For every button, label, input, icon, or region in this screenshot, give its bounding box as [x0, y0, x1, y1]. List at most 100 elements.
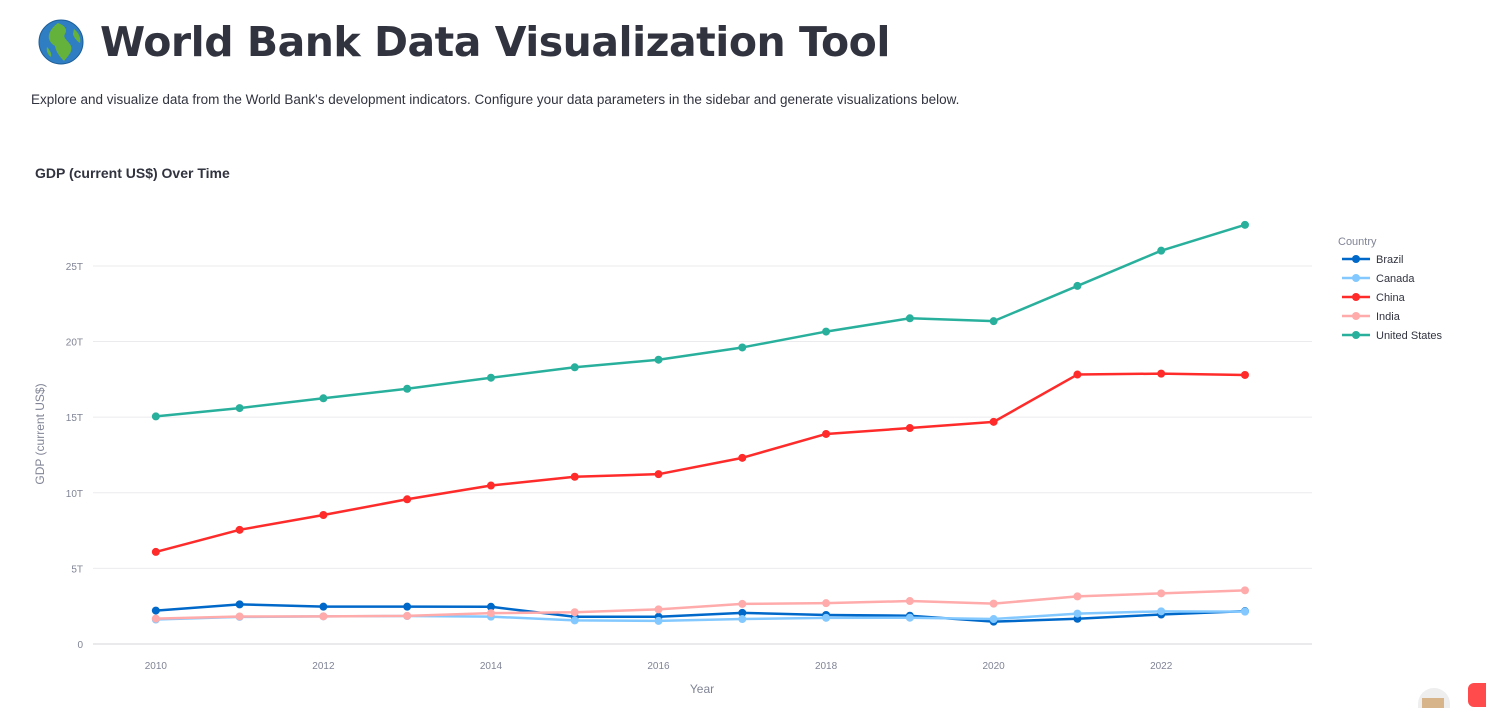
data-point-brazil[interactable] — [151, 606, 160, 615]
legend-item-brazil[interactable]: Brazil — [1342, 254, 1404, 266]
data-point-united-states[interactable] — [235, 404, 244, 413]
x-tick-label: 2012 — [312, 661, 335, 672]
chart-legend: Country Brazil Canada China India United Sta… — [1338, 236, 1443, 342]
x-tick-label: 2022 — [1150, 661, 1173, 672]
data-point-india[interactable] — [1073, 592, 1082, 601]
data-point-china[interactable] — [570, 472, 579, 481]
x-axis-label: Year — [690, 682, 714, 696]
data-point-canada[interactable] — [654, 616, 663, 625]
data-point-india[interactable] — [1240, 586, 1249, 595]
data-point-china[interactable] — [738, 453, 747, 462]
page-title: World Bank Data Visualization Tool — [100, 18, 890, 66]
legend-label: China — [1376, 292, 1406, 304]
x-tick-label: 2018 — [815, 661, 838, 672]
data-point-china[interactable] — [319, 511, 328, 520]
data-point-india[interactable] — [654, 605, 663, 614]
data-point-united-states[interactable] — [486, 373, 495, 382]
y-tick-label: 5T — [71, 564, 83, 575]
x-tick-label: 2016 — [647, 661, 670, 672]
data-point-india[interactable] — [403, 611, 412, 620]
data-point-india[interactable] — [1157, 589, 1166, 598]
legend-item-united-states[interactable]: United States — [1342, 330, 1443, 342]
data-point-canada[interactable] — [822, 613, 831, 622]
legend-title: Country — [1338, 236, 1377, 248]
data-point-india[interactable] — [822, 599, 831, 608]
series-line-china — [155, 372, 1245, 554]
data-point-india[interactable] — [319, 612, 328, 621]
legend-item-canada[interactable]: Canada — [1342, 273, 1415, 285]
chart-series-group — [151, 220, 1249, 626]
data-point-brazil[interactable] — [738, 608, 747, 617]
data-point-united-states[interactable] — [654, 355, 663, 364]
y-tick-label: 15T — [66, 413, 83, 424]
data-point-united-states[interactable] — [1157, 246, 1166, 255]
data-point-united-states[interactable] — [822, 327, 831, 336]
y-axis-label: GDP (current US$) — [33, 383, 47, 484]
x-tick-label: 2014 — [480, 661, 503, 672]
data-point-brazil[interactable] — [319, 602, 328, 611]
data-point-china[interactable] — [1240, 370, 1249, 379]
data-point-brazil[interactable] — [235, 600, 244, 609]
data-point-canada[interactable] — [738, 615, 747, 624]
legend-item-china[interactable]: China — [1342, 292, 1406, 304]
legend-marker — [1352, 274, 1360, 282]
data-point-china[interactable] — [654, 470, 663, 479]
data-point-united-states[interactable] — [151, 412, 160, 421]
chart-gridlines — [93, 265, 1312, 645]
data-point-canada[interactable] — [1240, 607, 1249, 616]
data-point-brazil[interactable] — [403, 602, 412, 611]
x-tick-label: 2020 — [983, 661, 1006, 672]
series-line-united-states — [155, 223, 1246, 418]
data-point-china[interactable] — [989, 417, 998, 426]
data-point-china[interactable] — [1157, 369, 1166, 378]
x-axis-ticks: 2010 2012 2014 2016 2018 2020 2022 — [145, 661, 1173, 672]
page-header: World Bank Data Visualization Tool — [38, 18, 890, 66]
data-point-india[interactable] — [486, 609, 495, 618]
data-point-china[interactable] — [1073, 370, 1082, 379]
legend-marker — [1352, 331, 1360, 339]
x-tick-label: 2010 — [145, 661, 168, 672]
data-point-china[interactable] — [486, 481, 495, 490]
y-tick-label: 25T — [66, 262, 83, 273]
gdp-line-chart: GDP (current US$) Over Time 0 5T 10T 15T 20T… — [33, 165, 1443, 696]
chart-title: GDP (current US$) Over Time — [35, 165, 230, 181]
y-axis-ticks: 0 5T 10T 15T 20T 25T — [66, 262, 84, 651]
data-point-canada[interactable] — [1073, 609, 1082, 618]
data-point-china[interactable] — [905, 424, 914, 433]
data-point-canada[interactable] — [570, 616, 579, 625]
data-point-united-states[interactable] — [403, 384, 412, 393]
legend-marker — [1352, 312, 1360, 320]
data-point-india[interactable] — [738, 599, 747, 608]
data-point-brazil[interactable] — [486, 602, 495, 611]
data-point-china[interactable] — [151, 547, 160, 556]
data-point-united-states[interactable] — [319, 394, 328, 403]
data-point-united-states[interactable] — [570, 363, 579, 372]
legend-label: Brazil — [1376, 254, 1404, 266]
data-point-united-states[interactable] — [905, 314, 914, 323]
series-line-brazil — [155, 603, 1246, 623]
y-tick-label: 20T — [66, 338, 83, 349]
data-point-india[interactable] — [989, 599, 998, 608]
legend-label: India — [1376, 311, 1401, 323]
data-point-china[interactable] — [403, 495, 412, 504]
y-tick-label: 10T — [66, 489, 83, 500]
data-point-canada[interactable] — [905, 613, 914, 622]
legend-item-india[interactable]: India — [1342, 311, 1401, 323]
data-point-china[interactable] — [822, 429, 831, 438]
data-point-india[interactable] — [151, 614, 160, 623]
data-point-india[interactable] — [905, 597, 914, 606]
app-status-icon[interactable] — [1468, 683, 1486, 707]
data-point-india[interactable] — [570, 608, 579, 617]
data-point-united-states[interactable] — [1073, 281, 1082, 290]
data-point-united-states[interactable] — [1240, 220, 1249, 229]
data-point-united-states[interactable] — [738, 343, 747, 352]
data-point-india[interactable] — [235, 612, 244, 621]
data-point-china[interactable] — [235, 525, 244, 534]
legend-marker — [1352, 293, 1360, 301]
data-point-united-states[interactable] — [989, 317, 998, 326]
legend-label: Canada — [1376, 273, 1415, 285]
series-line-india — [155, 589, 1246, 620]
data-point-canada[interactable] — [989, 615, 998, 624]
y-tick-label: 0 — [77, 640, 83, 651]
data-point-canada[interactable] — [1157, 607, 1166, 616]
